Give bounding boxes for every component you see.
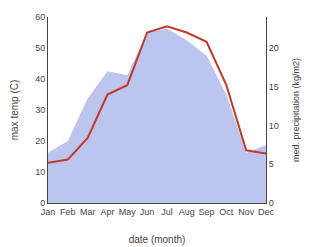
svg-text:5: 5 xyxy=(269,159,274,169)
svg-text:Jan: Jan xyxy=(41,207,56,217)
svg-text:20: 20 xyxy=(269,43,279,53)
svg-text:10: 10 xyxy=(269,121,279,131)
svg-text:Nov: Nov xyxy=(238,207,255,217)
svg-text:30: 30 xyxy=(35,105,45,115)
svg-text:May: May xyxy=(119,207,137,217)
svg-text:0: 0 xyxy=(40,198,45,208)
svg-text:Jul: Jul xyxy=(161,207,173,217)
svg-text:0: 0 xyxy=(269,198,274,208)
svg-text:10: 10 xyxy=(35,167,45,177)
svg-text:Aug: Aug xyxy=(179,207,195,217)
svg-text:med. precipitation (kg/m2): med. precipitation (kg/m2) xyxy=(291,58,301,162)
svg-text:40: 40 xyxy=(35,74,45,84)
svg-text:50: 50 xyxy=(35,43,45,53)
svg-text:20: 20 xyxy=(35,136,45,146)
svg-text:Mar: Mar xyxy=(80,207,96,217)
svg-text:60: 60 xyxy=(35,12,45,22)
svg-text:Apr: Apr xyxy=(100,207,114,217)
svg-text:Sep: Sep xyxy=(199,207,215,217)
svg-text:max temp (C): max temp (C) xyxy=(9,80,20,141)
svg-text:Dec: Dec xyxy=(258,207,275,217)
svg-text:Feb: Feb xyxy=(60,207,76,217)
svg-text:date (month): date (month) xyxy=(129,234,186,245)
svg-text:Oct: Oct xyxy=(219,207,234,217)
svg-text:Jun: Jun xyxy=(140,207,155,217)
svg-text:15: 15 xyxy=(269,82,279,92)
